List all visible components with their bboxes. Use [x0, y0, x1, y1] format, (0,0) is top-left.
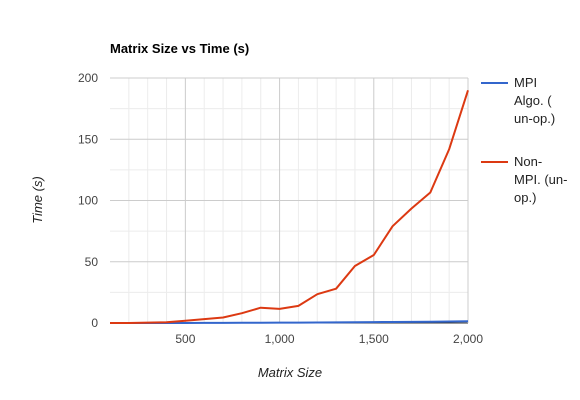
- x-tick-label: 1,500: [359, 332, 389, 346]
- x-tick-label: 1,000: [265, 332, 295, 346]
- y-tick-label: 200: [78, 71, 98, 85]
- series-lines: [110, 89, 469, 324]
- legend-label: un-op.): [514, 111, 555, 126]
- legend-label: MPI: [514, 75, 537, 90]
- x-axis-title: Matrix Size: [258, 365, 322, 380]
- legend-item-2: Non- MPI. (un-op.): [481, 154, 567, 205]
- series-line-2: [110, 89, 469, 324]
- legend-item-1: MPI Algo. ( un-op.): [481, 75, 555, 126]
- legend-label: MPI. (un-: [514, 172, 567, 187]
- tick-labels: 0 50 100 150 200 500 1,000 1,500 2,000: [78, 71, 483, 346]
- y-tick-label: 100: [78, 194, 98, 208]
- y-axis-title: Time (s): [30, 176, 45, 224]
- y-tick-label: 150: [78, 132, 98, 146]
- x-tick-label: 500: [175, 332, 195, 346]
- x-tick-label: 2,000: [453, 332, 483, 346]
- chart-title: Matrix Size vs Time (s): [110, 41, 249, 56]
- legend-label: Non-: [514, 154, 542, 169]
- y-tick-label: 50: [85, 255, 99, 269]
- legend-label: Algo. (: [514, 93, 552, 108]
- legend-label: op.): [514, 190, 536, 205]
- grid: [110, 77, 469, 324]
- legend: MPI Algo. ( un-op.) Non- MPI. (un-op.): [481, 75, 567, 205]
- y-tick-label: 0: [91, 316, 98, 330]
